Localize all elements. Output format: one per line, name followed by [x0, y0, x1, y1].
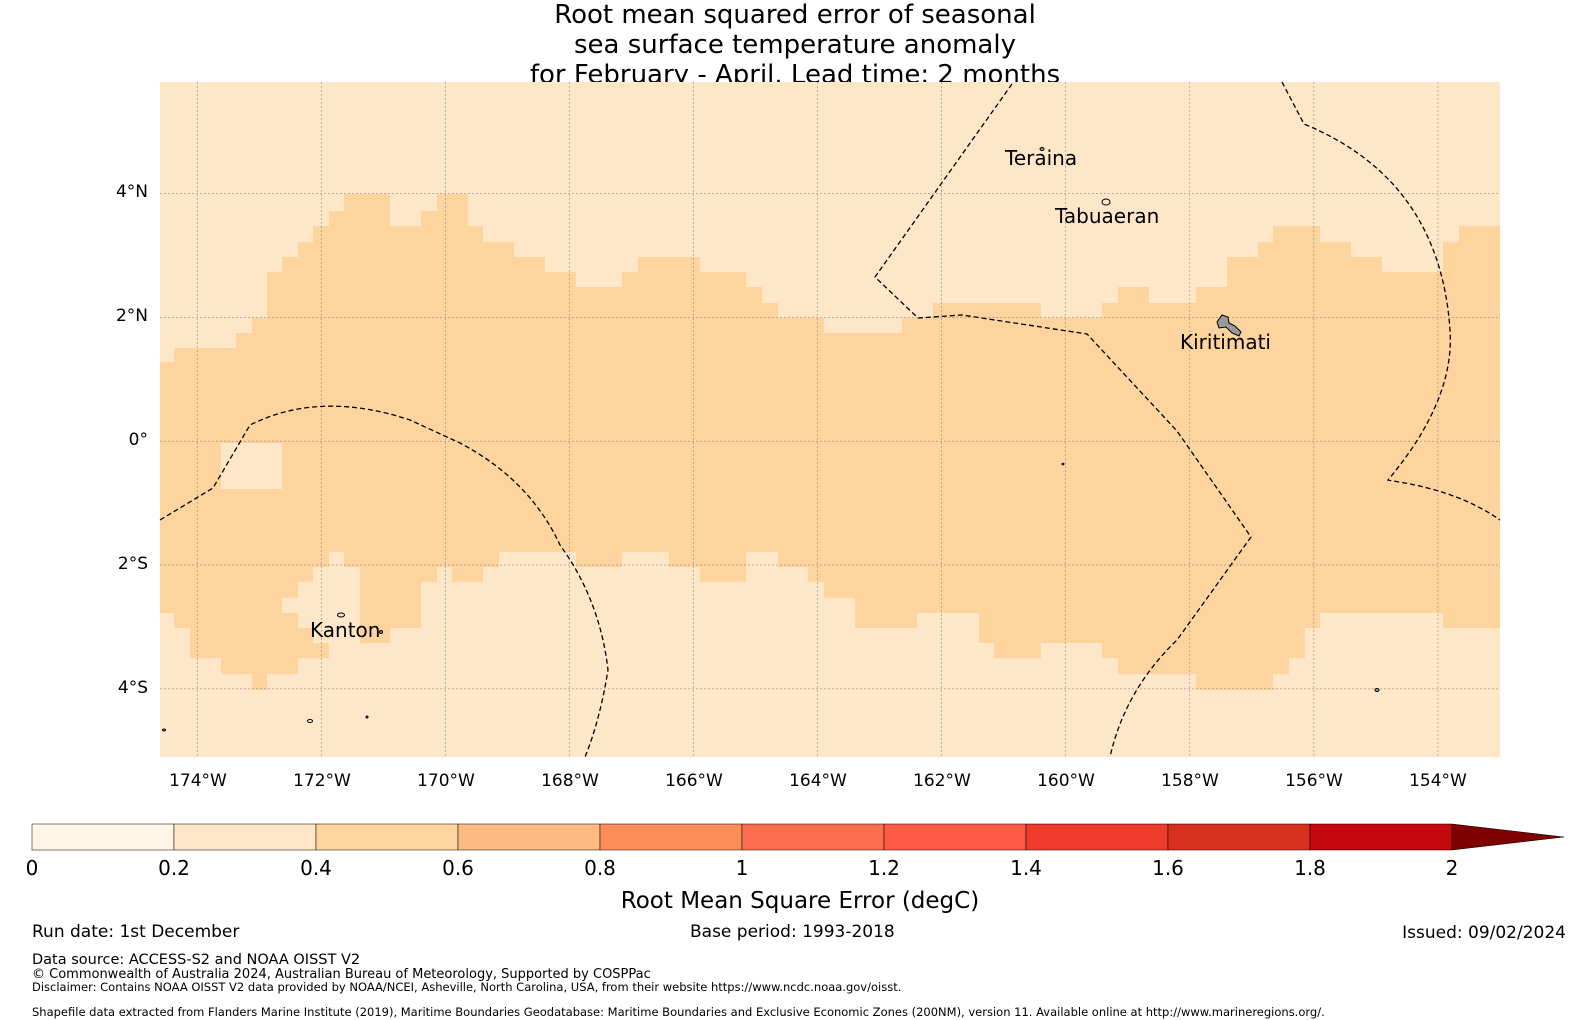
island-kiritimati [1216, 314, 1242, 337]
island-enderbury [307, 719, 313, 723]
colorbar-tick: 0.6 [442, 856, 474, 880]
lat-label-4s: 4°S [117, 678, 148, 698]
data-source: Data source: ACCESS-S2 and NOAA OISST V2 [32, 952, 361, 968]
lon-label-156w: 156°W [1285, 771, 1343, 791]
colorbar-tick: 0 [25, 856, 39, 880]
island-tabuaeran [1101, 198, 1111, 206]
lon-label-172w: 172°W [293, 771, 351, 791]
island-teraina [1039, 147, 1045, 151]
copyright-notice: © Commonwealth of Australia 2024, Austra… [32, 967, 651, 982]
lon-label-166w: 166°W [665, 771, 723, 791]
lon-label-160w: 160°W [1037, 771, 1095, 791]
colorbar-tick: 1 [735, 856, 749, 880]
colorbar-label: Root Mean Square Error (degC) [620, 888, 980, 914]
colorbar-tick: 0.8 [584, 856, 616, 880]
colorbar-bin [31, 823, 175, 851]
graticule [160, 82, 1500, 757]
colorbar-bin [883, 823, 1027, 851]
colorbar-bin [1309, 823, 1453, 851]
lon-label-174w: 174°W [169, 771, 227, 791]
maritime-boundaries [159, 81, 1501, 758]
colorbar-tick: 0.2 [158, 856, 190, 880]
lat-label-2s: 2°S [117, 554, 148, 574]
colorbar-bin [1025, 823, 1169, 851]
map-panel [159, 81, 1501, 758]
colorbar-extend-arrow [1451, 823, 1565, 851]
colorbar-tick: 1.4 [1010, 856, 1042, 880]
colorbar-bin [457, 823, 601, 851]
shapefile-credit: Shapefile data extracted from Flanders M… [32, 1005, 1325, 1019]
islands [162, 147, 1380, 732]
lat-label-0: 0° [128, 430, 148, 450]
colorbar-bin [173, 823, 317, 851]
place-label-teraina: Teraina [1005, 146, 1078, 170]
island-kanton [337, 612, 345, 618]
island-jarvis [1061, 462, 1065, 466]
lon-label-158w: 158°W [1161, 771, 1219, 791]
lon-label-162w: 162°W [913, 771, 971, 791]
rmse-mid-band [160, 194, 1500, 690]
island-rawaki [365, 715, 369, 719]
place-label-kanton: Kanton [310, 618, 381, 642]
title-line-2: sea surface temperature anomaly [574, 30, 1016, 60]
lat-label-2n: 2°N [115, 306, 148, 326]
issued-date: Issued: 09/02/2024 [1402, 923, 1566, 943]
title-line-1: Root mean squared error of seasonal [554, 0, 1036, 30]
colorbar-tick: 2 [1445, 856, 1459, 880]
eez-boundary-line-east [1281, 81, 1501, 521]
colorbar-bin [315, 823, 459, 851]
colorbar-tick: 1.2 [868, 856, 900, 880]
lon-label-154w: 154°W [1409, 771, 1467, 791]
lon-label-170w: 170°W [417, 771, 475, 791]
colorbar [31, 823, 1565, 851]
colorbar-bin [1167, 823, 1311, 851]
lat-label-4n: 4°N [115, 182, 148, 202]
base-period: Base period: 1993-2018 [690, 922, 895, 942]
lon-label-168w: 168°W [541, 771, 599, 791]
island-west-edge [162, 728, 166, 732]
run-date: Run date: 1st December [32, 922, 240, 942]
island-malden [1374, 688, 1380, 692]
colorbar-tick: 1.6 [1152, 856, 1184, 880]
rmse-low-patch [221, 443, 282, 489]
colorbar-bin [741, 823, 885, 851]
eez-boundary-phoenix [159, 405, 609, 758]
place-label-tabuaeran: Tabuaeran [1055, 204, 1160, 228]
colorbar-tick: 0.4 [300, 856, 332, 880]
lon-label-164w: 164°W [789, 771, 847, 791]
colorbar-bin [599, 823, 743, 851]
colorbar-tick: 1.8 [1294, 856, 1326, 880]
eez-boundary-line-central [874, 83, 1252, 758]
disclaimer: Disclaimer: Contains NOAA OISST V2 data … [32, 980, 902, 994]
place-label-kiritimati: Kiritimati [1180, 330, 1271, 354]
island-birnie [379, 630, 383, 634]
